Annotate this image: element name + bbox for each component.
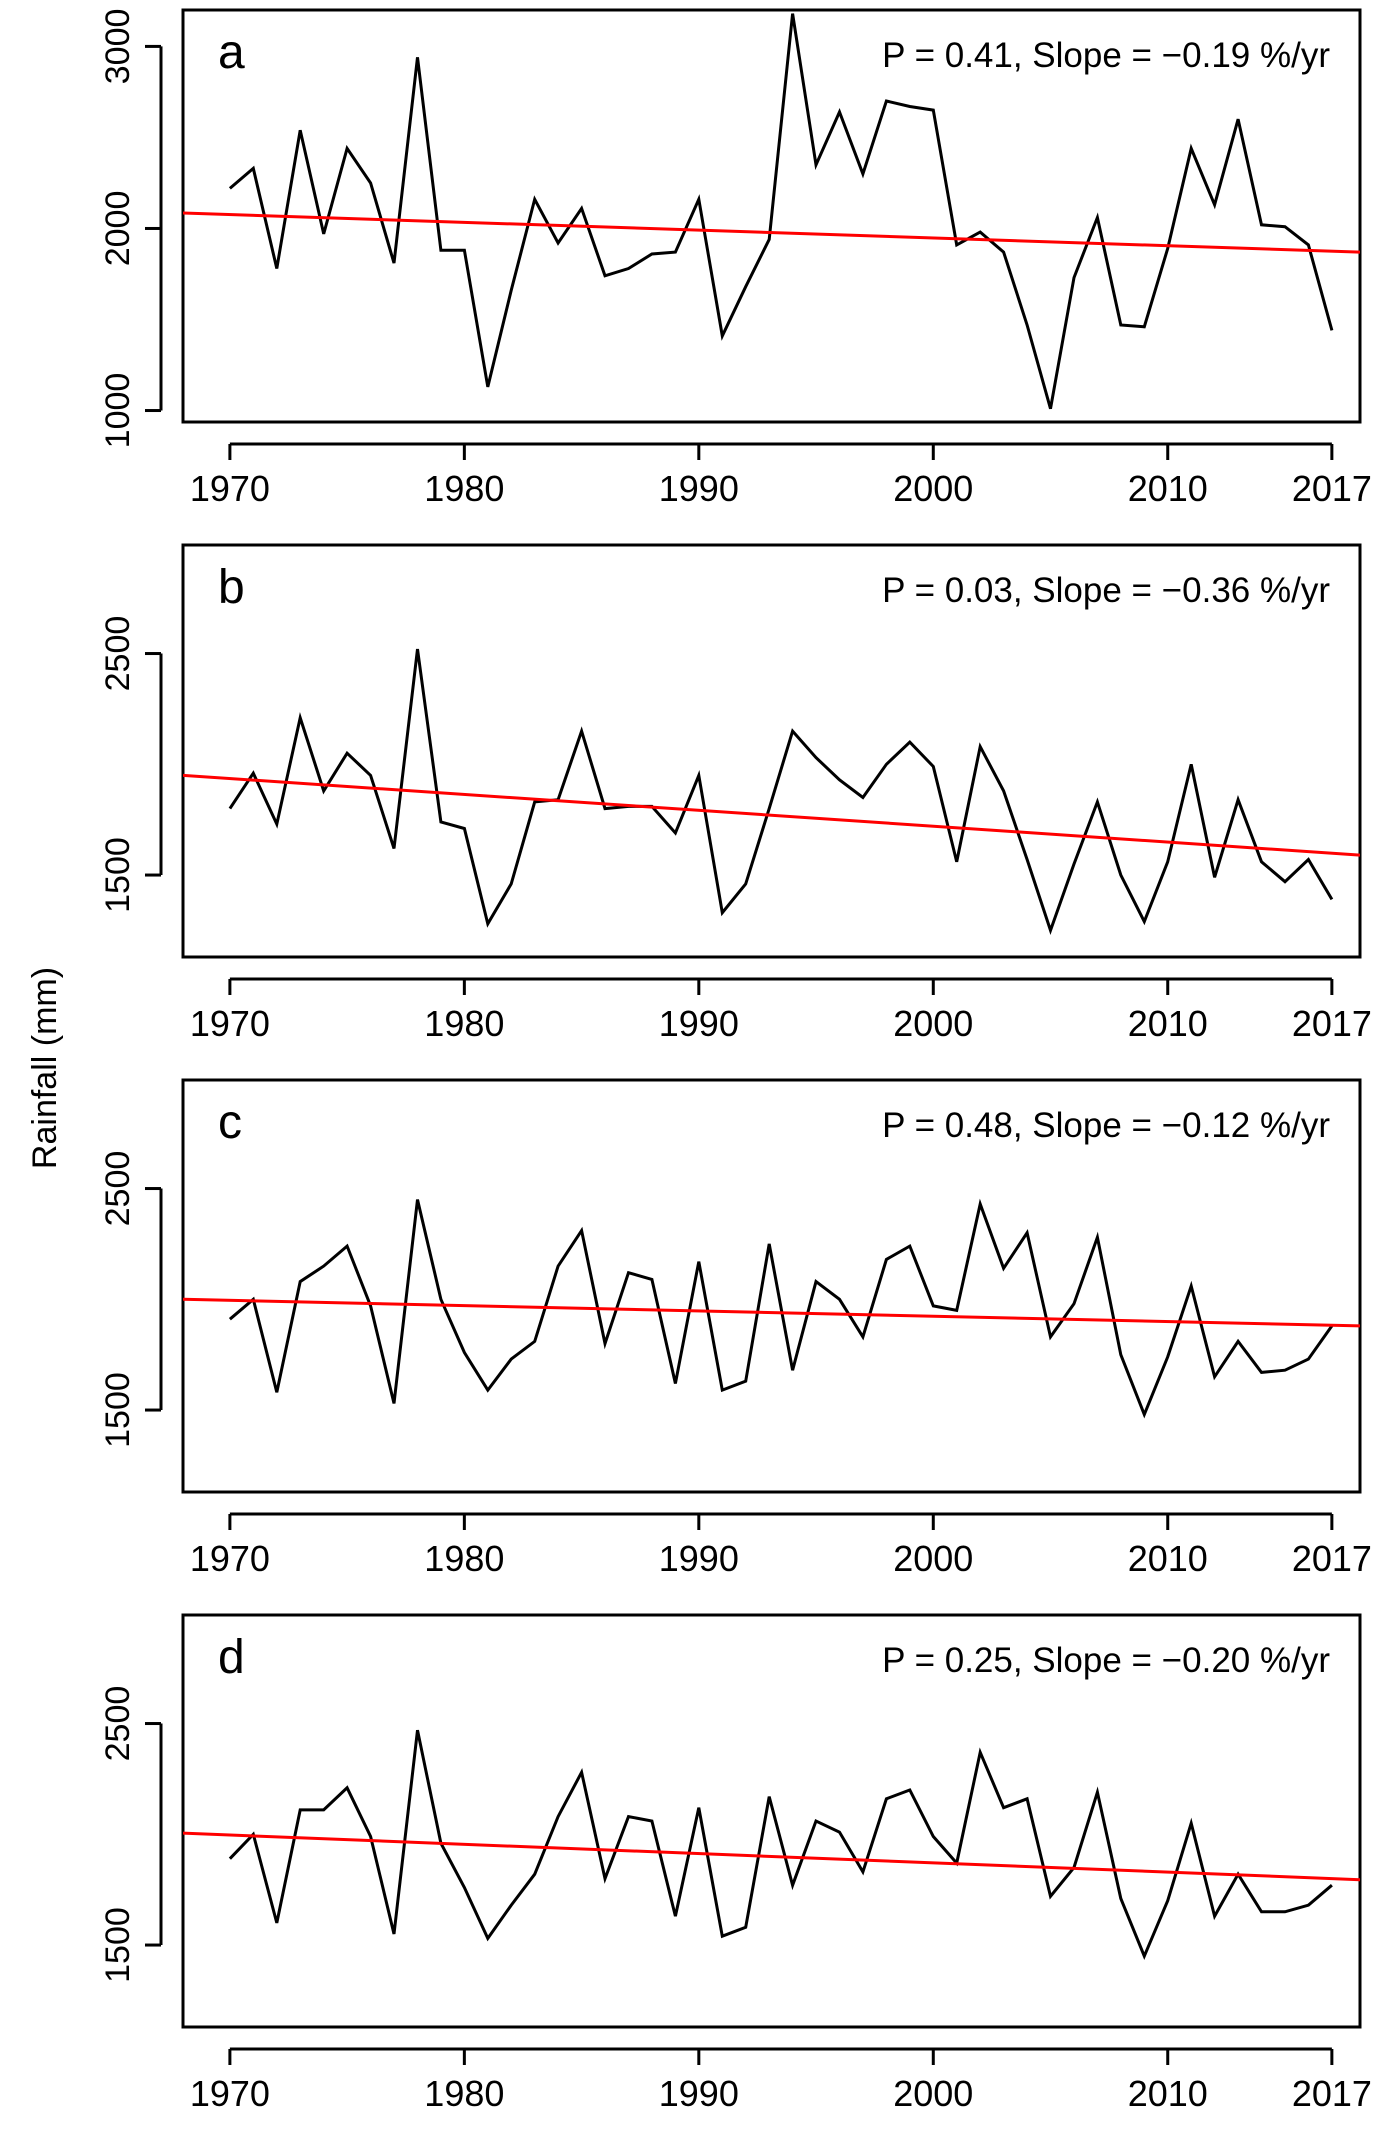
x-tick-label: 1980 [424,1538,504,1579]
x-tick-label: 2000 [893,2073,973,2114]
panel-d: 1970 1980 1990 2000 2010 2017 1500 2500 d P = 0.2… [99,1613,1372,2114]
x-tick-label: 2010 [1128,1003,1208,1044]
y-tick-label: 2500 [99,616,137,692]
trend-annotation: P = 0.25, Slope = −0.20 %/yr [882,1641,1330,1680]
plot-frame [181,1078,1362,1494]
x-tick-label: 1990 [659,1003,739,1044]
trend-annotation: P = 0.41, Slope = −0.19 %/yr [882,36,1330,75]
panel-c: 1970 1980 1990 2000 2010 2017 1500 2500 c P = 0.4… [99,1078,1372,1579]
rainfall-series-line [228,648,1334,936]
x-tick-label: 2017 [1292,2073,1372,2114]
x-tick-label: 1970 [190,468,270,509]
trend-annotation: P = 0.48, Slope = −0.12 %/yr [882,1106,1330,1145]
trend-line [183,1831,1360,1882]
x-tick-label: 2010 [1128,1538,1208,1579]
trend-line [183,211,1360,254]
x-tick-label: 2000 [893,1538,973,1579]
x-tick-label: 2017 [1292,1538,1372,1579]
x-tick-label: 2017 [1292,1003,1372,1044]
panel-b: 1970 1980 1990 2000 2010 2017 1500 2500 b P = 0.0… [99,543,1372,1044]
panel-letter: b [218,561,245,614]
plot-frame [181,543,1362,959]
plot-frame [181,1613,1362,2029]
rainfall-series-line [228,1729,1333,1961]
x-tick-label: 1970 [190,2073,270,2114]
x-tick-label: 2010 [1128,2073,1208,2114]
x-tick-label: 1970 [190,1003,270,1044]
panel-letter: c [218,1096,242,1149]
trend-annotation: P = 0.03, Slope = −0.36 %/yr [882,571,1330,610]
x-tick-label: 2017 [1292,468,1372,509]
x-tick-label: 2000 [893,1003,973,1044]
chart-panels: 1970 1980 1990 2000 2010 2017 1000 2000 3000 a P =… [99,8,1372,2114]
y-tick-label: 3000 [99,9,137,85]
y-tick-label: 2000 [99,191,137,267]
rainfall-series-line [228,13,1334,410]
panel-letter: a [218,26,245,79]
x-tick-label: 1980 [424,2073,504,2114]
plot-frame [181,8,1362,424]
x-tick-label: 1990 [659,468,739,509]
x-tick-label: 2000 [893,468,973,509]
y-tick-label: 1500 [99,1907,137,1983]
panel-a: 1970 1980 1990 2000 2010 2017 1000 2000 3000 a P =… [99,8,1372,509]
x-tick-label: 1990 [659,2073,739,2114]
y-tick-label: 2500 [99,1686,137,1762]
trend-line [183,773,1360,857]
x-tick-label: 1990 [659,1538,739,1579]
y-tick-label: 1500 [99,1372,137,1448]
panel-letter: d [218,1631,245,1684]
trend-line [183,1297,1360,1328]
x-tick-label: 2010 [1128,468,1208,509]
y-tick-label: 1000 [99,373,137,449]
y-tick-label: 1500 [99,837,137,913]
x-tick-label: 1970 [190,1538,270,1579]
rainfall-series-line [228,1198,1334,1419]
x-tick-label: 1980 [424,1003,504,1044]
y-tick-label: 2500 [99,1151,137,1227]
x-tick-label: 1980 [424,468,504,509]
y-axis-label: Rainfall (mm) [26,967,64,1169]
